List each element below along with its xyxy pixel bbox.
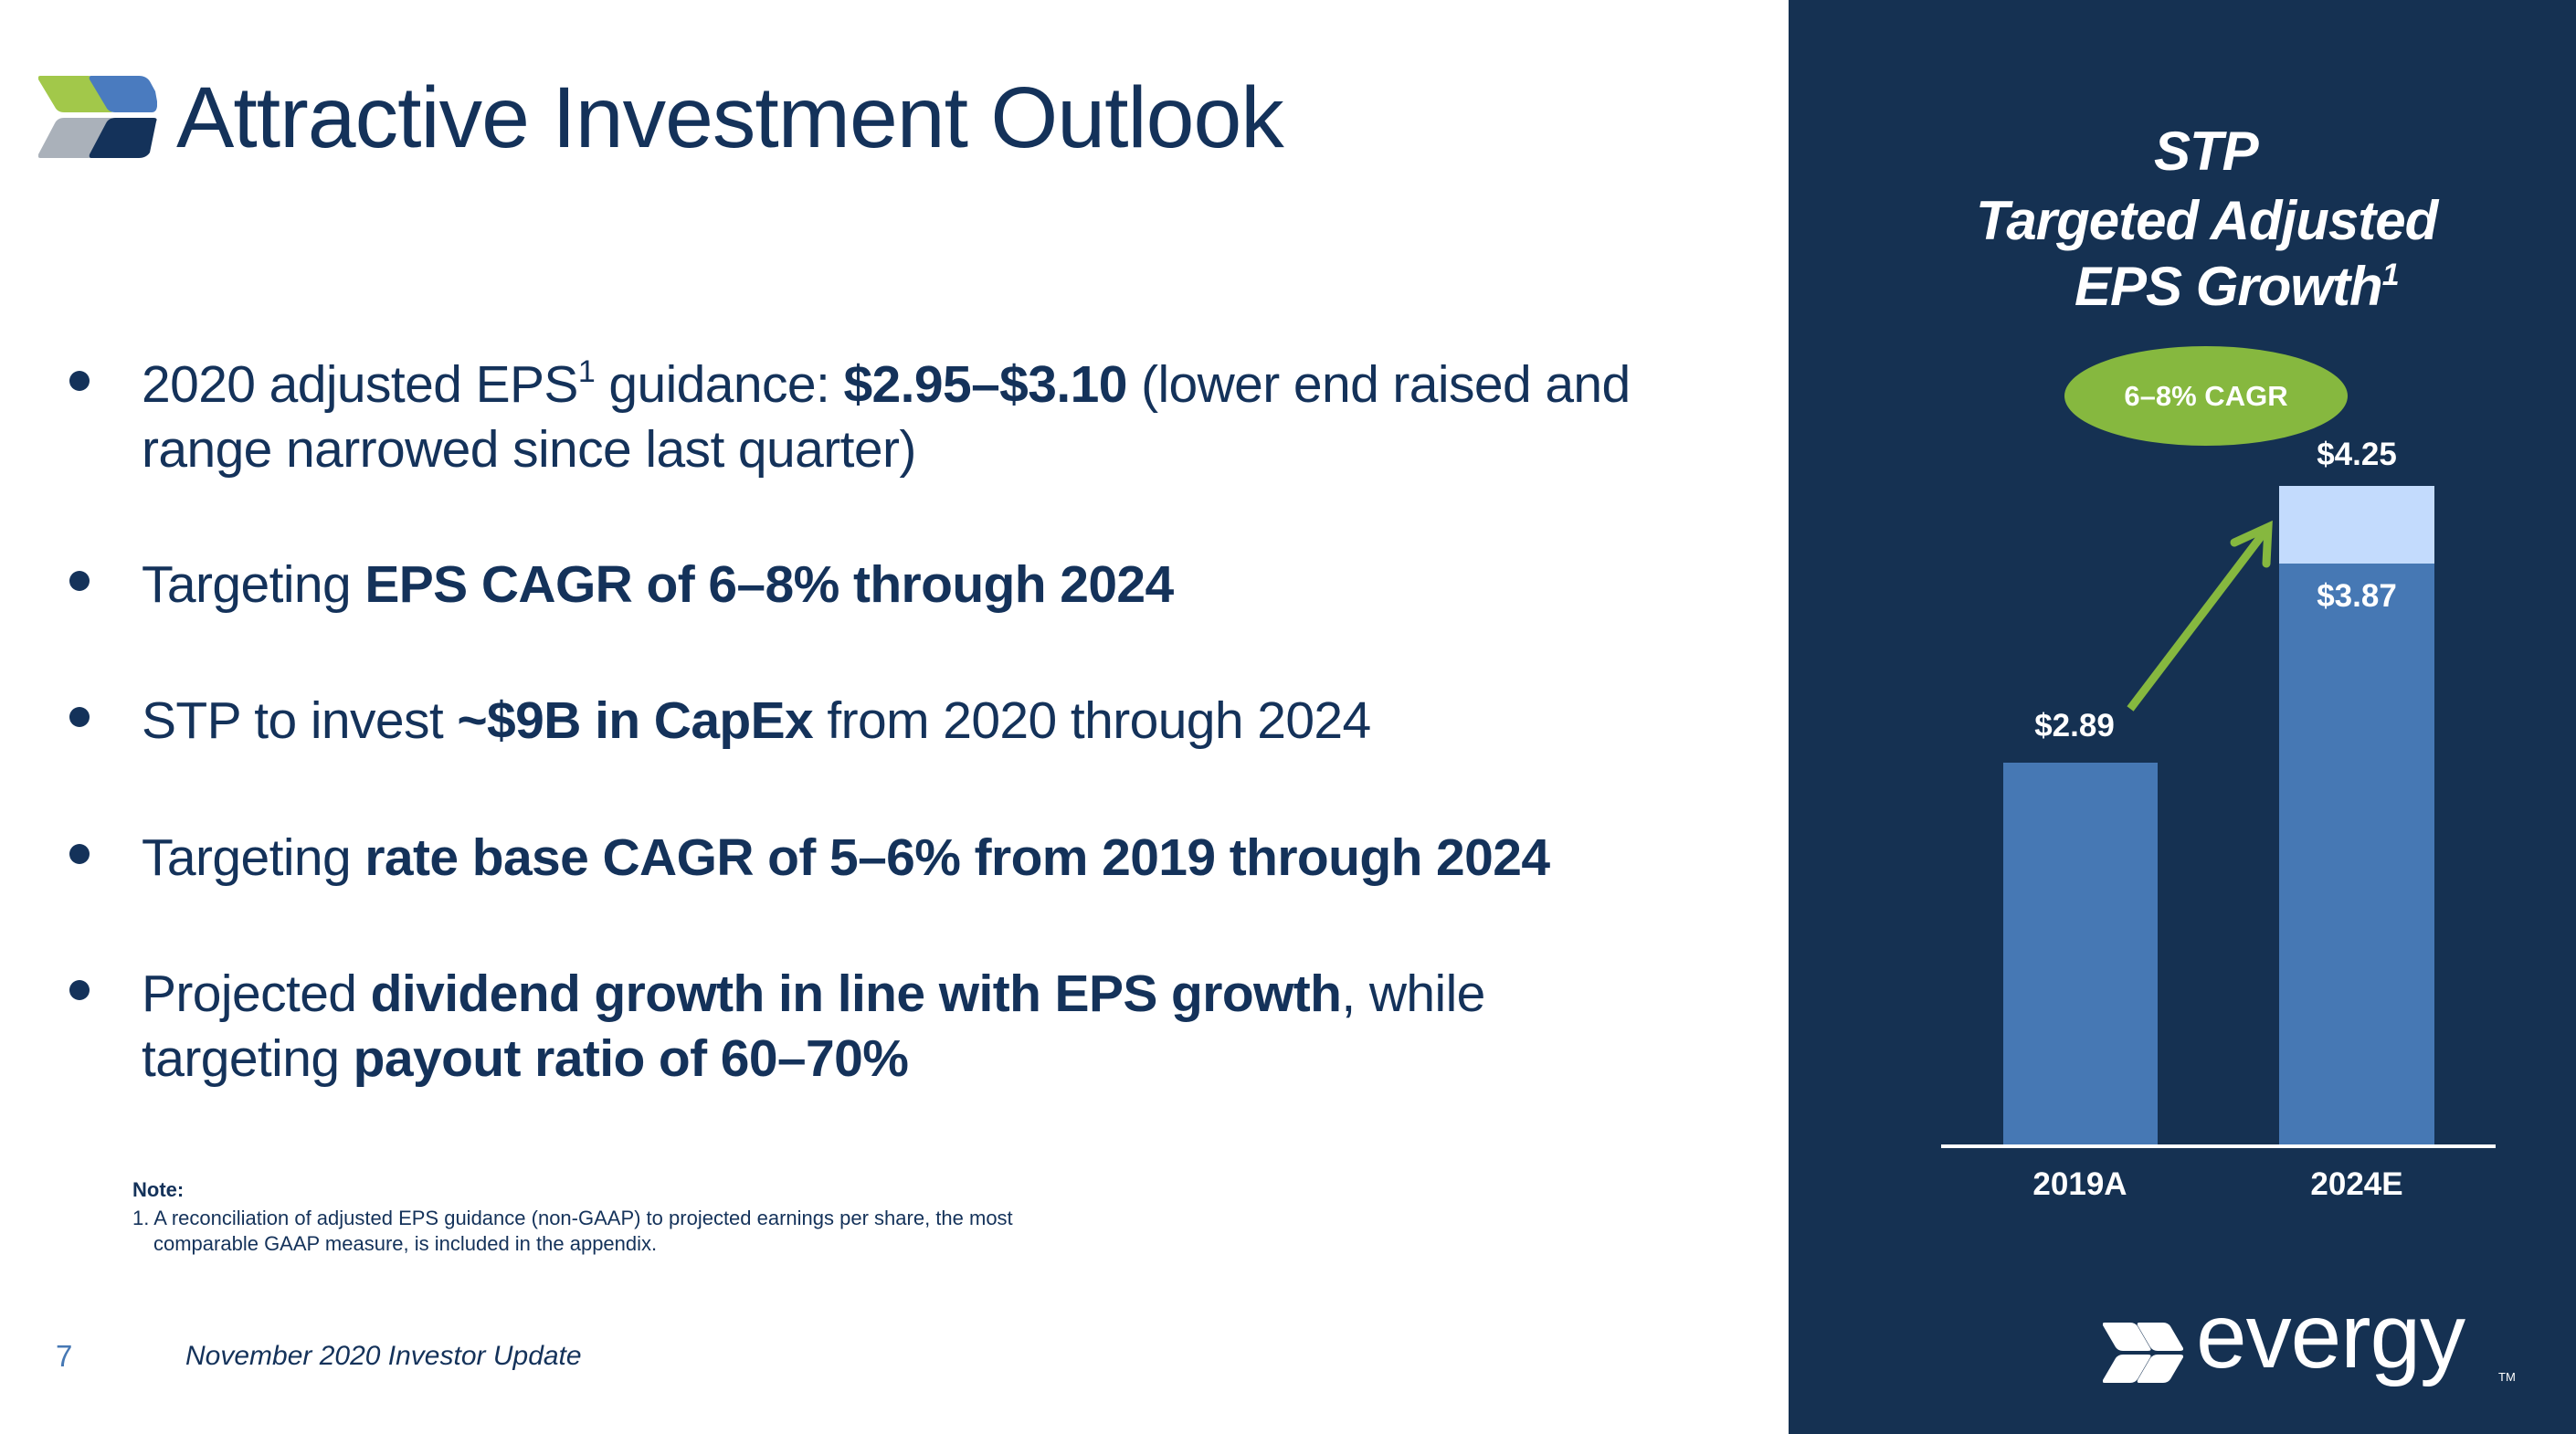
bullet-text-segment: Targeting xyxy=(142,555,365,614)
bullet-text: 2020 adjusted EPS1 guidance: $2.95–$3.10… xyxy=(142,353,1694,482)
note-heading: Note: xyxy=(132,1178,185,1201)
footnote-marker: 1 xyxy=(577,354,596,389)
bullet-text-emphasis: rate base CAGR of 5–6% from 2019 through… xyxy=(364,828,1550,887)
x-axis-label: 2019A xyxy=(2032,1166,2127,1202)
bullet-text-segment: 2020 adjusted EPS xyxy=(142,355,578,414)
bar-2019a xyxy=(2003,763,2158,1144)
chart-title-line: STP xyxy=(2154,121,2259,182)
chart-title-line: Targeted Adjusted xyxy=(1976,190,2438,251)
bullet-text: STP to invest ~$9B in CapEx from 2020 th… xyxy=(142,689,1694,754)
evergy-wordmark: evergy xyxy=(2196,1285,2465,1387)
bullet-text-segment: , while targeting xyxy=(142,965,1485,1088)
page-number: 7 xyxy=(56,1339,73,1373)
cagr-badge: 6–8% CAGR xyxy=(2064,346,2348,446)
chart-title-text: EPS Growth xyxy=(2075,256,2383,317)
bullet-text-emphasis: payout ratio of 60–70% xyxy=(353,1029,909,1088)
trademark-symbol: TM xyxy=(2498,1370,2516,1384)
chart-panel xyxy=(1789,0,2576,1434)
bar-value-label: $4.25 xyxy=(2317,437,2397,472)
x-axis-label: 2024E xyxy=(2310,1166,2403,1202)
evergy-logo-icon xyxy=(2103,1323,2183,1383)
footnote-line: 1. A reconciliation of adjusted EPS guid… xyxy=(132,1207,1013,1229)
bullet-dot-icon xyxy=(69,844,90,864)
x-axis-line xyxy=(1941,1144,2496,1148)
footnote-line: comparable GAAP measure, is included in … xyxy=(153,1232,658,1255)
bar-2024e-upper xyxy=(2279,486,2434,564)
bullet-text: Targeting rate base CAGR of 5–6% from 20… xyxy=(142,826,1694,891)
bullet-text-segment: Targeting xyxy=(142,828,365,887)
chart-title-line: EPS Growth1 xyxy=(2075,254,2400,320)
cagr-badge-label: 6–8% CAGR xyxy=(2124,379,2288,412)
bullet-dot-icon xyxy=(69,571,90,591)
bullet-text-emphasis: dividend growth in line with EPS growth xyxy=(370,965,1342,1023)
bullet-text-segment: from 2020 through 2024 xyxy=(813,691,1371,750)
footnote-marker: 1 xyxy=(2381,258,2400,292)
bullet-text-emphasis: EPS CAGR of 6–8% through 2024 xyxy=(364,555,1174,614)
footer-text: November 2020 Investor Update xyxy=(185,1341,582,1371)
bar-2024e-base xyxy=(2279,564,2434,1144)
bullet-dot-icon xyxy=(69,371,90,391)
page-title: Attractive Investment Outlook xyxy=(176,69,1284,166)
bullet-text-segment: (lower end raised and range narrowed sin… xyxy=(142,355,1631,479)
bullet-text-emphasis: ~$9B in CapEx xyxy=(457,691,814,750)
bullet-text-emphasis: $2.95–$3.10 xyxy=(843,355,1127,414)
bullet-text-segment: STP to invest xyxy=(142,691,458,750)
bullet-text: Projected dividend growth in line with E… xyxy=(142,962,1603,1091)
bullet-text-segment: Projected xyxy=(142,965,371,1023)
bar-value-label: $2.89 xyxy=(2034,708,2115,743)
bar-value-label: $3.87 xyxy=(2317,578,2397,614)
bullet-text-segment: guidance: xyxy=(595,355,844,414)
bullet-dot-icon xyxy=(69,980,90,1000)
company-logo-icon xyxy=(38,76,157,158)
bullet-text: Targeting EPS CAGR of 6–8% through 2024 xyxy=(142,553,1694,617)
bullet-dot-icon xyxy=(69,707,90,727)
